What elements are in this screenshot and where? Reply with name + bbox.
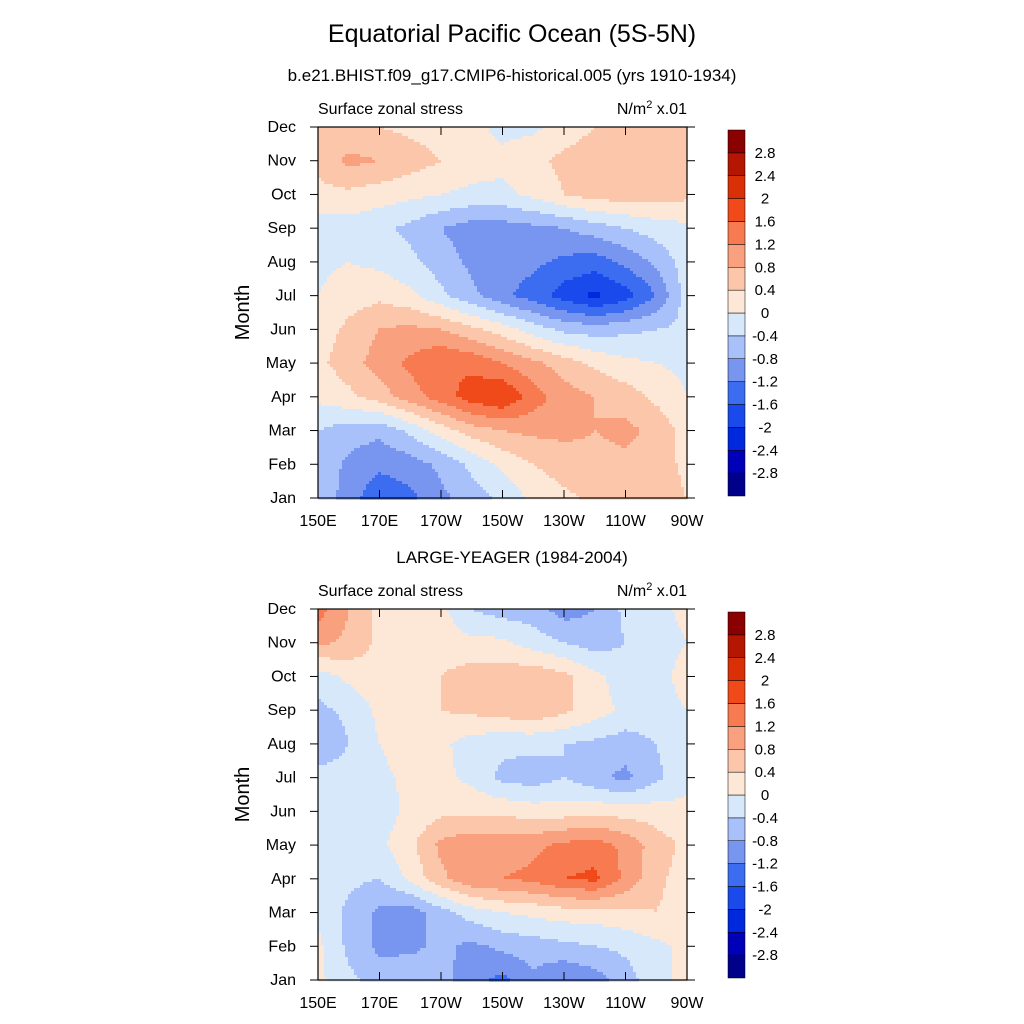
heatmap-panel-1 — [318, 127, 688, 500]
